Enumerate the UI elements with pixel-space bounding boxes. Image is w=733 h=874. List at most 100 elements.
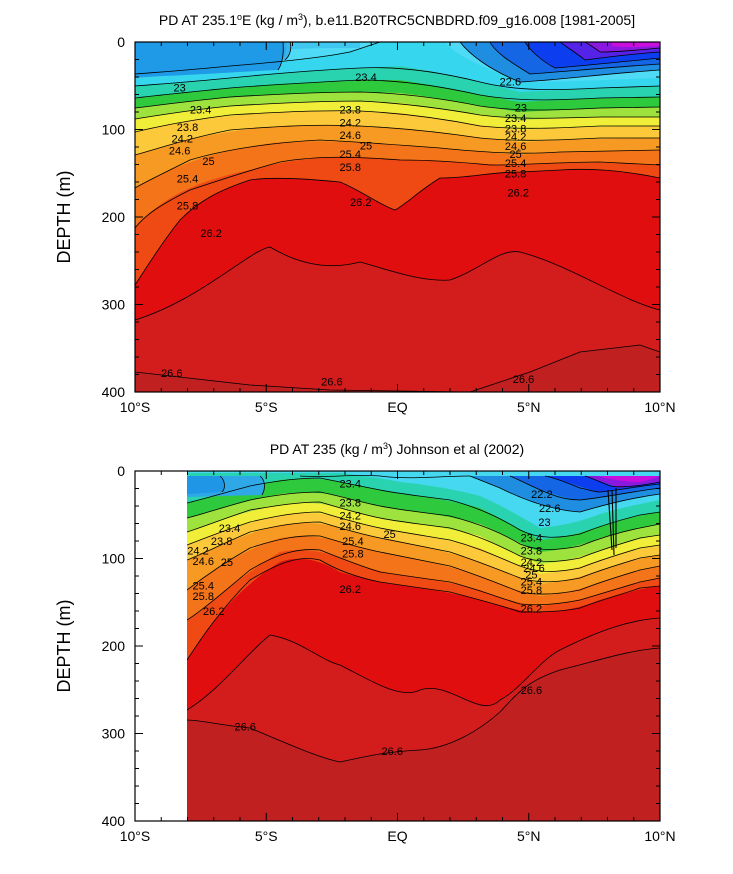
top-contour-label: 23.8	[505, 124, 526, 136]
bot-contour-label: 25.4	[193, 581, 214, 593]
top-contour-label: 23	[515, 103, 527, 115]
top-line-23-0	[135, 67, 660, 91]
top-line-25-8	[135, 156, 660, 229]
top-line-26-4	[135, 246, 660, 321]
top-contour-label: 22.6	[500, 76, 521, 88]
top-contour-label: 25.4	[177, 174, 198, 186]
top-line-22-0b	[489, 42, 660, 75]
top-contour-label: 24.6	[340, 130, 361, 142]
bot-line-22-6b	[469, 475, 660, 513]
top-line-20-8	[584, 42, 660, 53]
bottom-panel-title: PD AT 235 (kg / m3) Johnson et al (2002)	[270, 441, 524, 457]
top-y-tick-label: 200	[102, 209, 126, 225]
top-contour-label: 24.6	[169, 146, 190, 158]
bot-contour-label: 26.2	[340, 584, 361, 596]
top-contour-label: 23	[174, 83, 186, 95]
top-contour-label: 25	[360, 140, 372, 152]
top-contour-label: 26.2	[508, 188, 529, 200]
top-contour-lines	[135, 42, 660, 392]
bot-contour-label: 24.2	[521, 557, 542, 569]
top-x-tick-label: 5°S	[255, 399, 278, 415]
top-contour-label: 24.2	[340, 118, 361, 130]
top-x-tick-label: 5°N	[517, 399, 541, 415]
top-fill-26-6	[135, 345, 660, 392]
bot-line-23-0	[299, 475, 471, 479]
top-fill-22-0a	[135, 42, 284, 77]
top-y-tick-label: 100	[102, 122, 126, 138]
bot-contour-label: 25	[525, 569, 537, 581]
bot-y-tick-label: 300	[102, 726, 126, 742]
top-line-23-8	[135, 91, 660, 111]
bot-fill-22-2a	[187, 476, 225, 494]
bot-contour-label: 26.2	[521, 603, 542, 615]
bottom-contour-labels: 23.423.824.224.6 2525.425.826.226.623.423…	[187, 478, 560, 758]
bottom-panel: PD AT 235 (kg / m3) Johnson et al (2002)	[54, 441, 676, 844]
bottom-y-axis-label: DEPTH (m)	[54, 600, 74, 693]
top-contour-label: 25.4	[505, 158, 526, 170]
top-line-24-6	[135, 110, 660, 133]
bot-contour-label: 23.4	[521, 533, 542, 545]
bot-contour-label: 26.6	[382, 746, 403, 758]
top-contour-label: 23.8	[177, 122, 198, 134]
top-contour-label: 23.4	[505, 113, 526, 125]
bot-line-23-8	[187, 491, 660, 550]
bot-contour-label: 24.6	[523, 563, 544, 575]
top-line-26-2	[135, 168, 660, 286]
top-contour-label: 26.6	[513, 374, 534, 386]
bot-x-tick-label: EQ	[387, 828, 407, 844]
bot-contour-label: 23	[538, 517, 550, 529]
top-line-22-4a	[284, 42, 292, 61]
top-line-26-6	[135, 344, 660, 392]
top-contour-label: 26.6	[161, 368, 182, 380]
bot-contour-label: 24.6	[193, 556, 214, 568]
top-line-22-4b	[459, 42, 660, 83]
top-line-21-6	[524, 42, 660, 69]
bot-front-lines	[607, 488, 617, 556]
top-contour-label: 25	[202, 156, 214, 168]
bot-y-tick-label: 100	[102, 551, 126, 567]
bot-line-25-0	[187, 521, 660, 583]
bot-line-24-2	[187, 501, 660, 562]
bot-contour-label: 26.6	[235, 722, 256, 734]
bot-line-26-2	[187, 558, 660, 661]
top-contour-label: 23.4	[190, 104, 211, 116]
bot-contour-label: 24.2	[340, 511, 361, 523]
bot-line-21-0	[584, 475, 660, 488]
bot-fill-26-6	[187, 648, 660, 821]
top-line-23-4	[135, 79, 660, 101]
bottom-contour-lines	[187, 475, 660, 763]
top-contour-label: 25.8	[177, 201, 198, 213]
bot-line-23-4	[187, 477, 660, 538]
bot-contour-label: 23.4	[219, 523, 240, 535]
bot-x-tick-label: 10°S	[120, 828, 151, 844]
top-contour-label: 26.6	[321, 377, 342, 389]
bot-contour-label: 26.6	[521, 685, 542, 697]
bot-contour-label: 24.6	[340, 521, 361, 533]
bot-contour-label: 23.4	[340, 478, 361, 490]
bot-contour-label: 23.8	[340, 498, 361, 510]
bot-contour-label: 24.2	[187, 546, 208, 558]
bot-line-25-8	[187, 549, 660, 621]
bot-line-25-4	[187, 535, 660, 595]
bot-line-22-2b	[509, 475, 660, 501]
bot-contour-label: 25.4	[342, 536, 363, 548]
top-line-22-8	[135, 42, 381, 75]
top-fill-26-4	[135, 247, 660, 392]
top-contour-label: 26.2	[350, 197, 371, 209]
top-line-21-2	[559, 42, 660, 61]
bot-line-24-6	[187, 511, 660, 572]
top-contour-label: 25	[510, 149, 522, 161]
bot-line-21-8	[544, 475, 660, 493]
top-contour-label: 26.2	[200, 228, 221, 240]
top-panel: PD AT 235.1oE (kg / m3), b.e11.B20TRC5CN…	[54, 12, 676, 415]
bot-y-tick-label: 200	[102, 638, 126, 654]
top-y-axis-label: DEPTH (m)	[54, 171, 74, 264]
top-line-22-0a	[277, 42, 284, 71]
bot-contour-label: 22.2	[531, 489, 552, 501]
bot-contour-label: 22.6	[539, 503, 560, 515]
bot-contour-label: 25.8	[193, 591, 214, 603]
top-y-tick-label: 0	[117, 34, 125, 50]
top-contour-label: 25.8	[340, 162, 361, 174]
bot-x-tick-label: 10°N	[644, 828, 675, 844]
